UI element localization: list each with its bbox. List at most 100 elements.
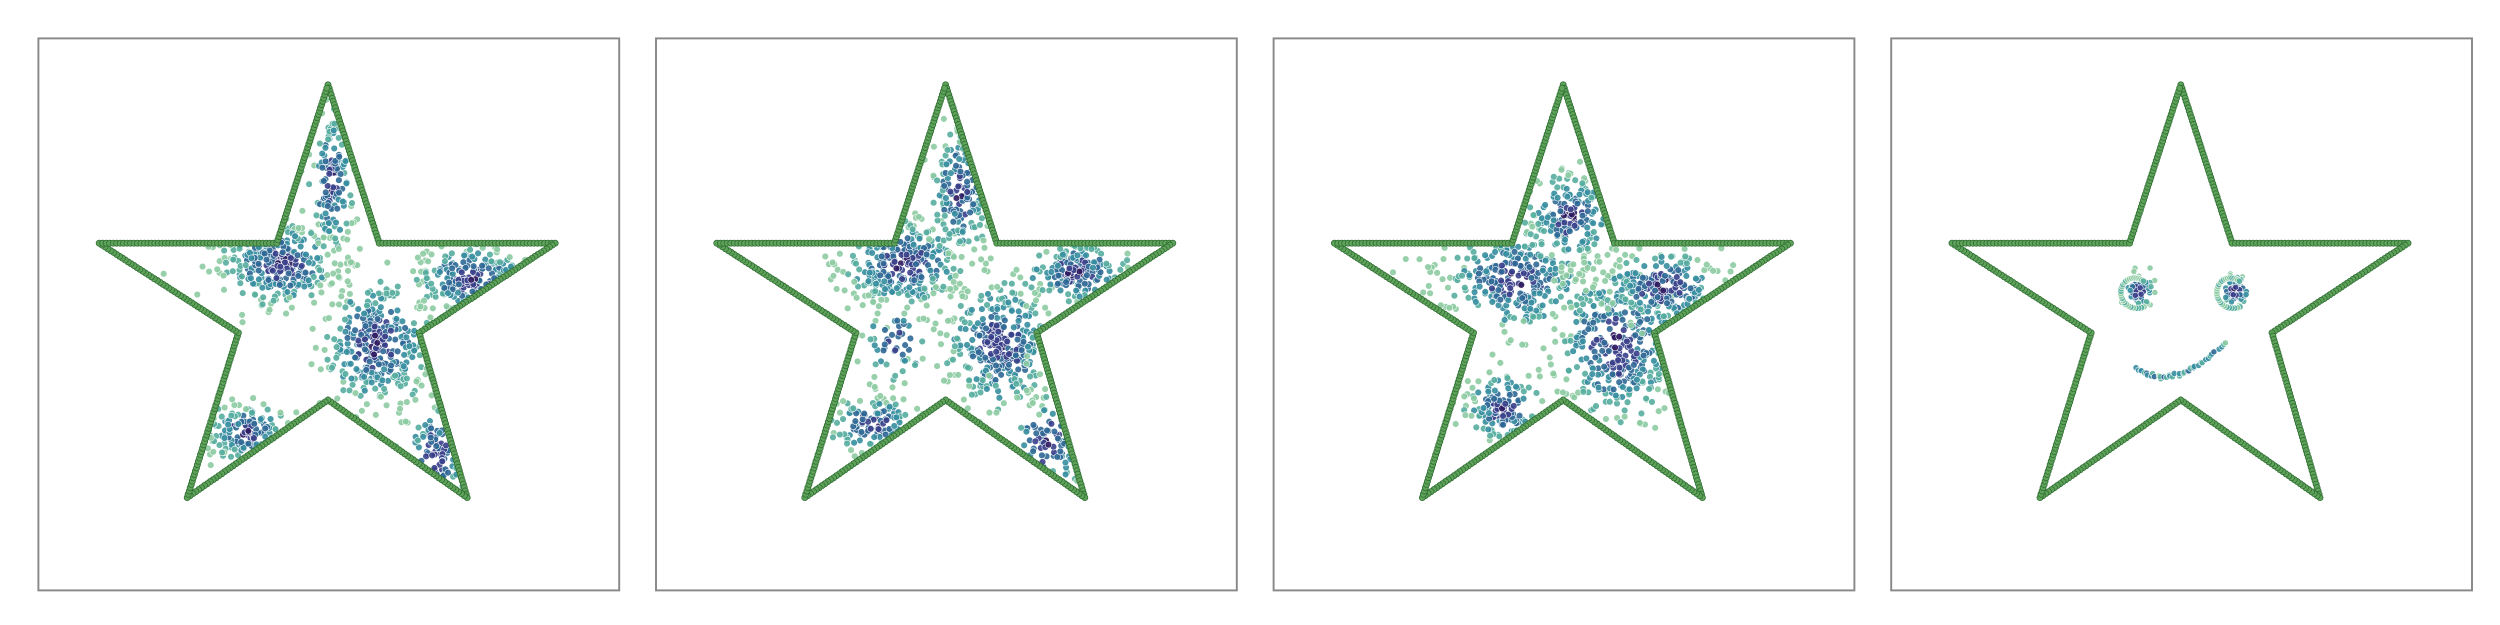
- scatter-point: [1605, 347, 1613, 355]
- scatter-point: [923, 301, 931, 310]
- scatter-point: [279, 248, 287, 256]
- scatter-point: [370, 350, 378, 359]
- scatter-point: [468, 252, 476, 261]
- scatter-point: [1061, 470, 1070, 479]
- scatter-point: [949, 218, 957, 226]
- scatter-point: [970, 245, 978, 254]
- scatter-point: [858, 331, 866, 340]
- scatter-point: [485, 264, 493, 272]
- scatter-point: [1553, 239, 1561, 248]
- scatter-point: [1579, 388, 1587, 396]
- scatter-point: [1591, 353, 1599, 362]
- scatter-point: [1011, 296, 1020, 304]
- scatter-point: [360, 373, 368, 381]
- scatter-point: [249, 394, 257, 402]
- scatter-point: [1569, 347, 1577, 355]
- scatter-point: [1576, 246, 1584, 254]
- scatter-point: [1550, 325, 1559, 333]
- scatter-point: [380, 365, 388, 373]
- scatter-point: [922, 250, 931, 259]
- scatter-point: [193, 290, 201, 299]
- scatter-point: [1032, 265, 1041, 274]
- scatter-point: [859, 301, 867, 309]
- scatter-point: [918, 337, 926, 346]
- scatter-point: [242, 405, 250, 413]
- scatter-point: [344, 277, 352, 285]
- scatter-point: [975, 331, 984, 340]
- scatter-point: [1494, 286, 1503, 294]
- scatter-point: [377, 303, 385, 311]
- scatter-point: [351, 326, 359, 334]
- scatter-point: [198, 262, 207, 271]
- scatter-point: [318, 164, 327, 172]
- scatter-point: [335, 273, 343, 281]
- scatter-point: [258, 300, 267, 308]
- scatter-point: [236, 279, 244, 287]
- scatter-point: [224, 420, 232, 429]
- scatter-point: [444, 468, 452, 477]
- scatter-point: [979, 376, 987, 384]
- scatter-point: [985, 408, 994, 417]
- scatter-point: [1433, 269, 1441, 277]
- scatter-point: [238, 318, 247, 326]
- scatter-point: [963, 188, 971, 196]
- scatter-point: [1550, 276, 1558, 285]
- scatter-point: [394, 282, 402, 291]
- scatter-point: [1538, 301, 1547, 310]
- scatter-point: [1496, 296, 1504, 304]
- scatter-point: [1529, 211, 1538, 219]
- scatter-point: [992, 382, 1000, 390]
- scatter-point: [992, 321, 1001, 330]
- scatter-point: [324, 135, 332, 144]
- scatter-point: [244, 440, 253, 448]
- scatter-point: [869, 322, 877, 330]
- scatter-point: [1547, 360, 1555, 369]
- scatter-point: [1464, 377, 1472, 385]
- scatter-point: [952, 194, 961, 202]
- scatter-point: [238, 311, 246, 319]
- scatter-point: [1549, 310, 1557, 318]
- scatter-point: [293, 251, 302, 259]
- scatter-point: [371, 322, 379, 331]
- scatter-point: [1461, 284, 1469, 292]
- scatter-point: [995, 394, 1004, 402]
- scatter-point: [1592, 336, 1601, 344]
- scatter-point: [1579, 337, 1587, 345]
- scatter-point: [1054, 434, 1062, 443]
- scatter-point: [1476, 282, 1484, 291]
- scatter-point: [855, 265, 863, 274]
- scatter-point: [1035, 251, 1043, 260]
- scatter-point: [276, 263, 284, 271]
- scatter-point: [978, 214, 986, 222]
- scatter-point: [1615, 332, 1623, 341]
- scatter-point: [1460, 392, 1468, 401]
- scatter-point: [339, 197, 347, 206]
- scatter-point: [1472, 298, 1480, 306]
- scatter-point: [1553, 183, 1561, 192]
- scatter-point: [1003, 337, 1011, 346]
- scatter-point: [901, 357, 909, 365]
- scatter-point: [1549, 369, 1557, 378]
- scatter-point: [330, 335, 338, 343]
- scatter-point: [380, 385, 388, 393]
- scatter-point: [1013, 335, 1022, 344]
- scatter-point: [330, 144, 338, 153]
- scatter-point: [1029, 399, 1037, 407]
- scatter-point: [866, 335, 875, 344]
- scatter-point: [366, 357, 374, 366]
- scatter-point: [1657, 253, 1666, 261]
- scatter-point: [892, 400, 900, 409]
- scatter-point: [1481, 251, 1489, 259]
- scatter-point: [871, 287, 879, 295]
- scatter-point: [1577, 218, 1585, 226]
- scatter-point: [1631, 331, 1639, 339]
- scatter-point: [313, 254, 321, 262]
- scatter-point: [994, 328, 1002, 336]
- scatter-point: [301, 268, 310, 277]
- scatter-point: [1623, 398, 1632, 406]
- scatter-point: [1557, 166, 1566, 174]
- scatter-point: [1005, 361, 1013, 369]
- scatter-point: [1527, 230, 1535, 238]
- scatter-point: [383, 258, 392, 267]
- scatter-point: [220, 286, 228, 294]
